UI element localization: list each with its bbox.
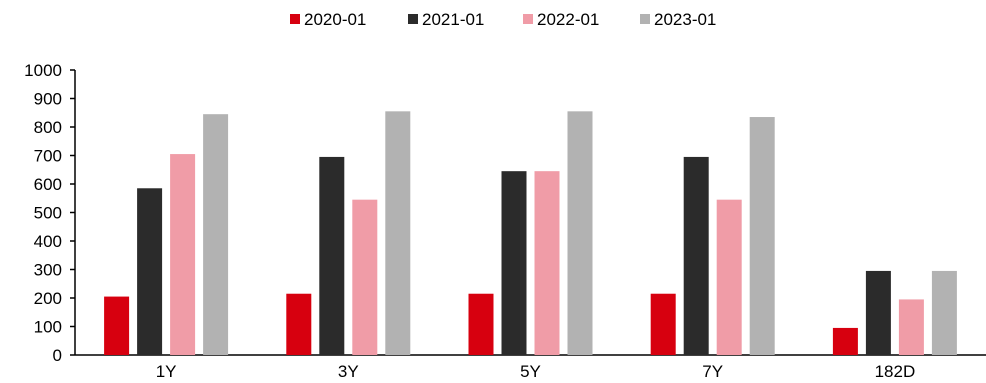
legend: 2020-01 2021-01 2022-01 2023-01	[290, 10, 716, 29]
legend-label: 2020-01	[304, 10, 366, 29]
bar-2022-01-3Y	[352, 199, 378, 355]
bar-2021-01-182D	[865, 270, 891, 355]
legend-swatch	[640, 14, 650, 24]
y-tick-label: 0	[53, 346, 62, 365]
y-tick-label: 800	[34, 118, 62, 137]
y-tick-label: 600	[34, 175, 62, 194]
bar-2021-01-7Y	[683, 156, 709, 355]
y-tick-label: 300	[34, 261, 62, 280]
y-tick-label: 700	[34, 147, 62, 166]
x-axis: 1Y 3Y 5Y 7Y 182D	[75, 354, 986, 381]
bar-2020-01-5Y	[468, 293, 494, 355]
y-tick-label: 200	[34, 289, 62, 308]
x-tick-label: 3Y	[338, 362, 359, 381]
y-tick-label: 500	[34, 204, 62, 223]
bar-2021-01-3Y	[319, 156, 345, 355]
legend-label: 2022-01	[537, 10, 599, 29]
legend-label: 2021-01	[422, 10, 484, 29]
y-tick-label: 400	[34, 232, 62, 251]
x-tick-label: 7Y	[702, 362, 723, 381]
bar-2020-01-182D	[832, 327, 858, 355]
bar-2020-01-1Y	[104, 296, 130, 355]
y-tick-label: 1000	[24, 61, 62, 80]
bar-2022-01-5Y	[534, 171, 560, 355]
bar-2023-01-7Y	[749, 117, 775, 356]
bar-2020-01-3Y	[286, 293, 312, 355]
bar-2021-01-5Y	[501, 171, 527, 355]
x-tick-label: 1Y	[156, 362, 177, 381]
bar-2020-01-7Y	[650, 293, 676, 355]
legend-swatch	[408, 14, 418, 24]
y-axis: 0 100 200 300 400 500 600 700 800 900 1000	[24, 61, 76, 365]
bar-2021-01-1Y	[137, 188, 163, 355]
bar-2022-01-1Y	[170, 154, 196, 355]
bar-2023-01-3Y	[385, 111, 411, 355]
bar-2023-01-5Y	[567, 111, 593, 355]
x-tick-label: 5Y	[520, 362, 541, 381]
bar-2022-01-7Y	[716, 199, 742, 355]
bars	[104, 111, 957, 356]
bar-2023-01-1Y	[203, 114, 229, 355]
x-tick-label: 182D	[875, 362, 916, 381]
legend-label: 2023-01	[654, 10, 716, 29]
legend-swatch	[290, 14, 300, 24]
y-tick-label: 900	[34, 90, 62, 109]
bar-2023-01-182D	[931, 270, 957, 355]
y-tick-label: 100	[34, 318, 62, 337]
legend-swatch	[523, 14, 533, 24]
bar-2022-01-182D	[898, 299, 924, 355]
